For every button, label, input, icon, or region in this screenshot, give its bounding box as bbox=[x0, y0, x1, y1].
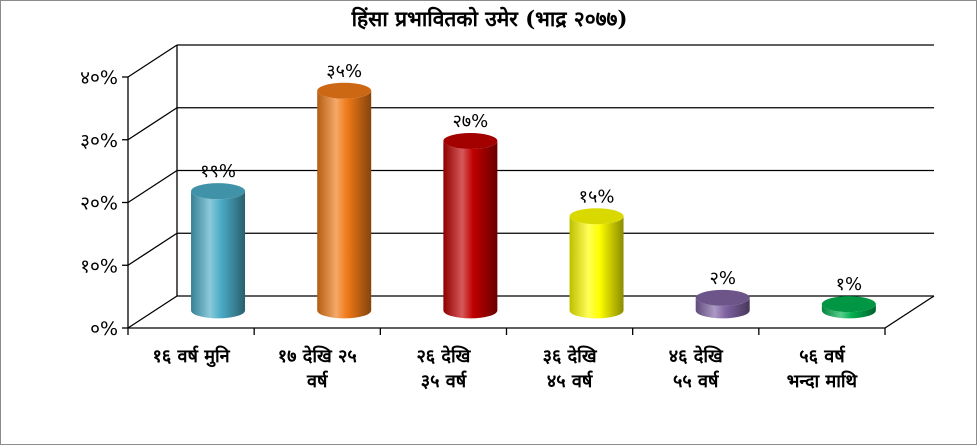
bar-body bbox=[569, 216, 624, 319]
gridline-side bbox=[127, 169, 178, 204]
data-label: २% bbox=[709, 268, 735, 289]
category-label: वर्ष bbox=[306, 370, 328, 392]
data-label: १५% bbox=[579, 186, 615, 207]
bar-top bbox=[695, 289, 750, 306]
category-label: ४६ देखि bbox=[669, 345, 724, 367]
category-label: ३६ देखि bbox=[543, 345, 598, 367]
gridline-side bbox=[127, 44, 178, 78]
bar-5 bbox=[695, 289, 750, 319]
category-label: ५५ वर्ष bbox=[673, 370, 719, 392]
y-tick-label: ४०% bbox=[80, 67, 118, 89]
y-tick-label: २०% bbox=[80, 193, 118, 215]
gridlines bbox=[122, 44, 935, 335]
bar-top bbox=[569, 208, 624, 225]
bar-top bbox=[443, 132, 498, 149]
category-label: २६ देखि bbox=[416, 345, 471, 367]
category-label: ५६ वर्ष bbox=[799, 345, 845, 367]
data-label: १९% bbox=[200, 161, 236, 182]
bar-1 bbox=[191, 183, 246, 319]
category-label: भन्दा माथि bbox=[787, 370, 859, 392]
bar-3 bbox=[443, 132, 498, 319]
gridline-side bbox=[127, 295, 178, 329]
bar-body bbox=[317, 90, 372, 319]
bars bbox=[191, 82, 876, 319]
y-tick-label: ३०% bbox=[80, 130, 118, 152]
bar-top bbox=[191, 183, 246, 200]
gridline-side bbox=[127, 232, 178, 266]
y-tick-label: ०% bbox=[90, 318, 118, 340]
category-label: ३५ वर्ष bbox=[421, 370, 467, 392]
bar-2 bbox=[317, 82, 372, 319]
category-label: १६ वर्ष मुनि bbox=[153, 345, 231, 368]
bar-body bbox=[191, 191, 246, 319]
category-label: १७ देखि २५ bbox=[278, 345, 357, 367]
bar-6 bbox=[821, 296, 876, 319]
bar-4 bbox=[569, 208, 624, 319]
chart-title: हिंसा प्रभावितको उमेर (भाद्र २०७७) bbox=[351, 6, 628, 31]
bar-body bbox=[821, 304, 876, 319]
floor-right-edge bbox=[884, 295, 935, 329]
gridline-side bbox=[127, 107, 178, 141]
bar-top bbox=[821, 296, 876, 313]
bar-body bbox=[443, 140, 498, 319]
category-label: ४५ वर्ष bbox=[547, 370, 593, 392]
bar-top bbox=[317, 82, 372, 99]
data-label: २७% bbox=[452, 111, 488, 132]
bar-body bbox=[695, 297, 750, 319]
y-tick-label: १०% bbox=[80, 255, 118, 277]
data-label: १% bbox=[836, 274, 862, 295]
data-label: ३५% bbox=[326, 61, 362, 82]
